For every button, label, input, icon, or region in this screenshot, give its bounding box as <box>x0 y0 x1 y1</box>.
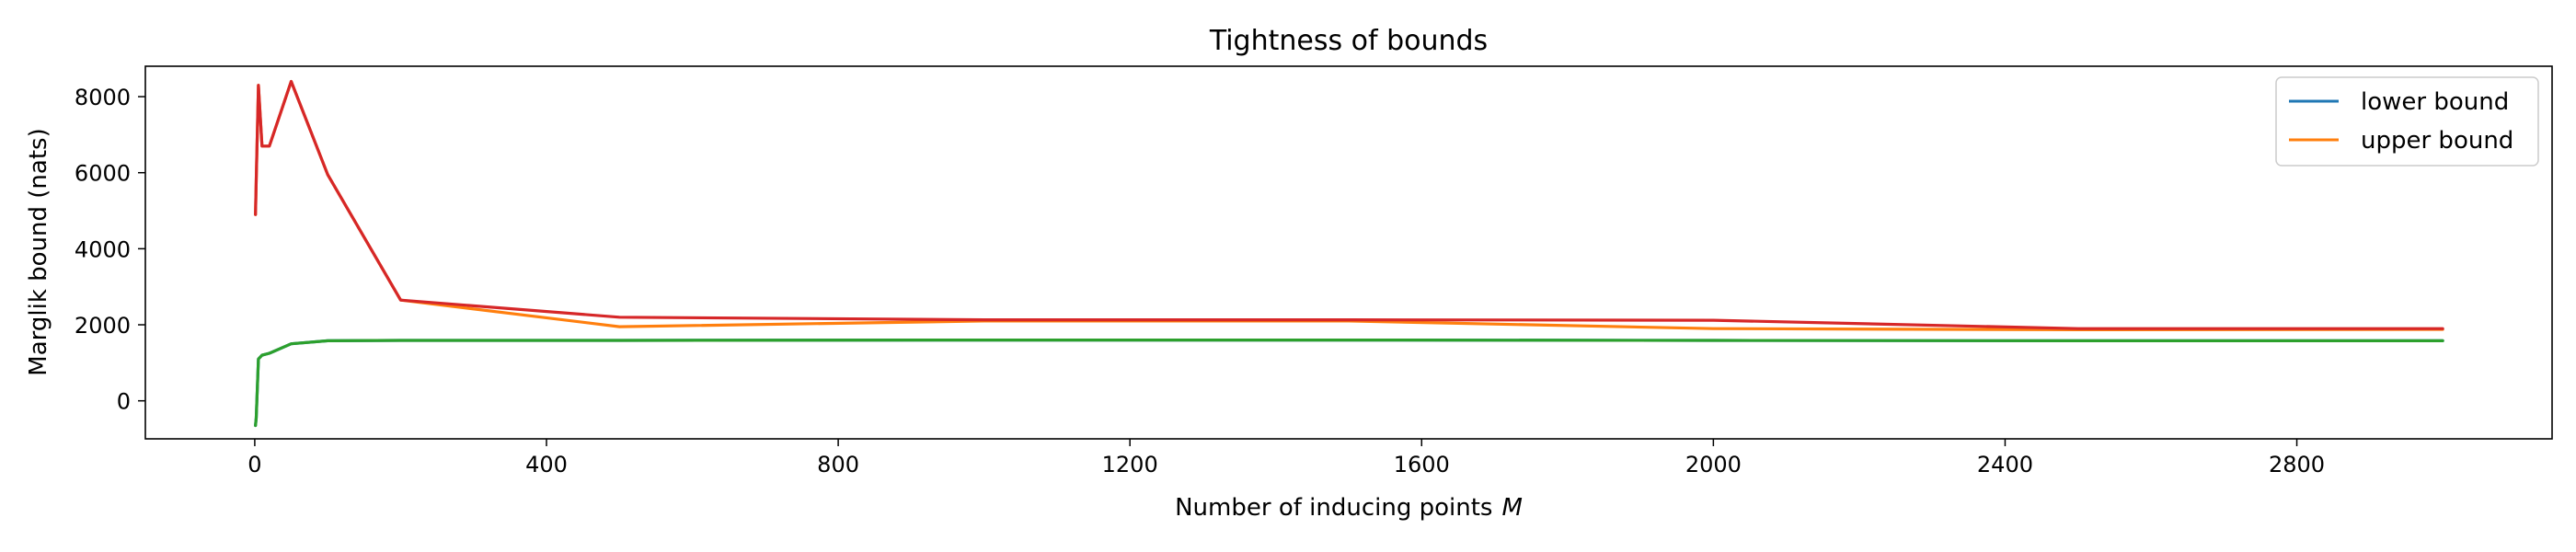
x-tick-label: 400 <box>525 452 568 477</box>
x-axis-label: Number of inducing points M <box>1175 494 1523 522</box>
y-axis-label: Marglik bound (nats) <box>25 128 52 375</box>
plot-lines <box>254 79 2444 428</box>
y-axis-ticks: 0 2000 4000 6000 8000 <box>75 85 145 415</box>
legend-label-lower-bound: lower bound <box>2361 88 2509 116</box>
plot-frame <box>144 65 2553 440</box>
y-tick-label: 8000 <box>75 85 131 110</box>
x-axis-label-variable: M <box>1501 494 1522 522</box>
x-tick-label: 800 <box>817 452 859 477</box>
series-line-series-4 <box>254 79 2444 330</box>
y-tick-label: 4000 <box>75 236 131 262</box>
chart-title: Tightness of bounds <box>1209 25 1488 57</box>
series-line-series-3 <box>254 339 2444 428</box>
x-axis-ticks: 0 400 800 1200 1600 2000 2400 2800 <box>247 439 2325 477</box>
legend-label-upper-bound: upper bound <box>2361 127 2513 155</box>
x-tick-label: 1200 <box>1102 452 1158 477</box>
legend-box <box>2275 76 2539 167</box>
y-tick-label: 6000 <box>75 161 131 187</box>
legend: lower bound upper bound <box>2275 76 2539 167</box>
x-tick-label: 0 <box>247 452 261 477</box>
x-axis-label-text: Number of inducing points <box>1175 494 1492 522</box>
x-tick-label: 2000 <box>1685 452 1742 477</box>
x-tick-label: 2400 <box>1977 452 2033 477</box>
x-tick-label: 2800 <box>2269 452 2325 477</box>
x-tick-label: 1600 <box>1394 452 1450 477</box>
y-tick-label: 0 <box>117 389 131 415</box>
y-tick-label: 2000 <box>75 313 131 339</box>
